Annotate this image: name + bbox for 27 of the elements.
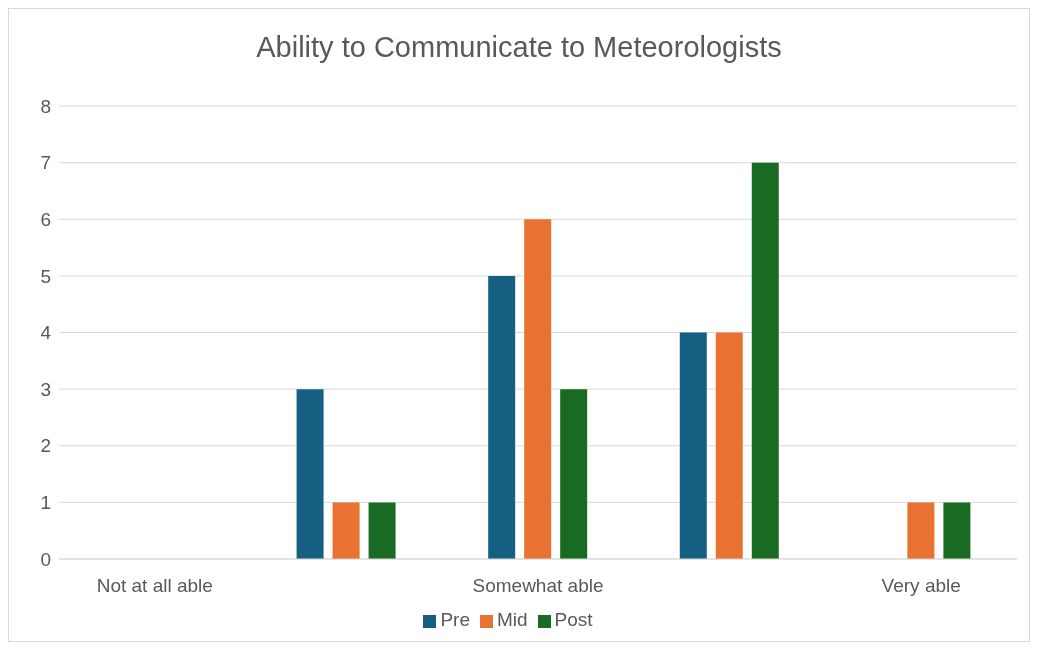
y-tick-label: 1 bbox=[40, 492, 51, 514]
bar bbox=[560, 389, 588, 559]
chart-title: Ability to Communicate to Meteorologists bbox=[255, 30, 783, 65]
bar bbox=[907, 502, 935, 559]
x-tick-label: Not at all able bbox=[96, 575, 213, 597]
x-tick-label: Very able bbox=[881, 575, 961, 597]
bar bbox=[679, 332, 707, 559]
bar bbox=[715, 332, 743, 559]
y-tick-label: 5 bbox=[40, 265, 51, 287]
y-tick-label: 8 bbox=[40, 95, 51, 117]
y-tick-label: 0 bbox=[40, 548, 51, 570]
x-tick-label: Somewhat able bbox=[472, 575, 604, 597]
bar bbox=[332, 502, 360, 559]
y-tick-label: 2 bbox=[40, 435, 51, 457]
y-tick-label: 4 bbox=[40, 322, 52, 344]
bar bbox=[488, 275, 516, 559]
y-tick-label: 7 bbox=[40, 152, 51, 174]
bar bbox=[368, 502, 396, 559]
y-tick-label: 6 bbox=[40, 208, 51, 230]
legend-label: Mid bbox=[496, 609, 528, 630]
bar bbox=[751, 162, 779, 559]
bar bbox=[524, 219, 552, 559]
legend-label: Pre bbox=[440, 609, 470, 630]
bar bbox=[943, 502, 971, 559]
legend-label: Post bbox=[554, 609, 593, 630]
bar bbox=[296, 389, 324, 559]
y-tick-label: 3 bbox=[40, 378, 51, 400]
